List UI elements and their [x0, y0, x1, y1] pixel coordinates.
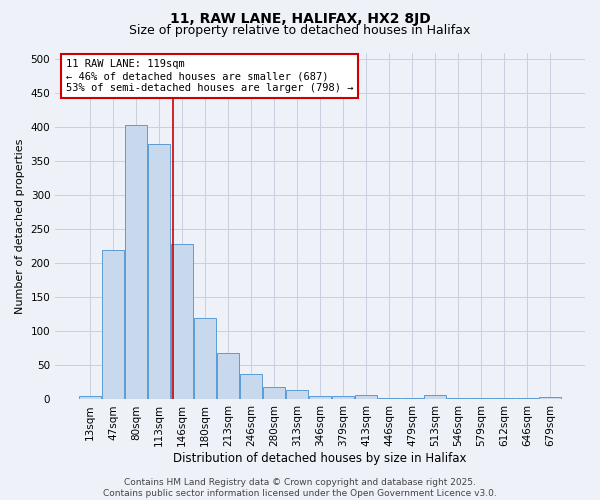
Bar [286, 390, 308, 400]
Bar [171, 244, 193, 400]
Bar [125, 126, 147, 400]
Text: Size of property relative to detached houses in Halifax: Size of property relative to detached ho… [130, 24, 470, 37]
Bar [493, 398, 515, 400]
Bar [194, 318, 216, 400]
Y-axis label: Number of detached properties: Number of detached properties [15, 138, 25, 314]
Bar [424, 394, 446, 400]
Bar [240, 374, 262, 400]
Bar [539, 398, 561, 400]
Bar [79, 396, 101, 400]
Bar [263, 387, 285, 400]
Text: 11 RAW LANE: 119sqm
← 46% of detached houses are smaller (687)
53% of semi-detac: 11 RAW LANE: 119sqm ← 46% of detached ho… [66, 60, 353, 92]
X-axis label: Distribution of detached houses by size in Halifax: Distribution of detached houses by size … [173, 452, 467, 465]
Bar [148, 144, 170, 400]
Bar [309, 396, 331, 400]
Bar [102, 250, 124, 400]
Text: 11, RAW LANE, HALIFAX, HX2 8JD: 11, RAW LANE, HALIFAX, HX2 8JD [170, 12, 430, 26]
Bar [378, 398, 400, 400]
Text: Contains HM Land Registry data © Crown copyright and database right 2025.
Contai: Contains HM Land Registry data © Crown c… [103, 478, 497, 498]
Bar [401, 398, 423, 400]
Bar [447, 398, 469, 400]
Bar [217, 353, 239, 400]
Bar [516, 398, 538, 400]
Bar [355, 394, 377, 400]
Bar [470, 398, 492, 400]
Bar [332, 396, 354, 400]
